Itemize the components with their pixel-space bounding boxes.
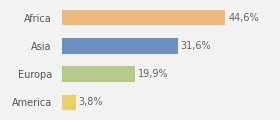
Text: 31,6%: 31,6% [181,41,211,51]
Text: 3,8%: 3,8% [78,97,103,107]
Bar [62,95,76,110]
Bar [62,38,178,54]
Text: 44,6%: 44,6% [228,13,259,23]
Bar [62,66,135,82]
Text: 19,9%: 19,9% [137,69,168,79]
Bar [62,10,225,25]
